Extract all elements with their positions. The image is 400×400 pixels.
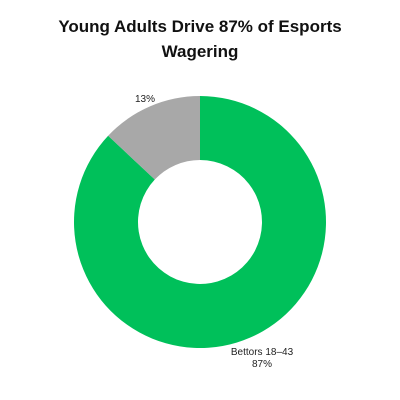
slice-labels: Bettors 18–43 87% 13%	[135, 94, 294, 370]
slice-label-0-line-1: 87%	[252, 359, 272, 370]
donut-slices	[74, 96, 327, 348]
slice-label-0: Bettors 18–43 87%	[231, 347, 294, 370]
slice-label-1: 13%	[135, 94, 155, 105]
slice-1-13	[108, 96, 200, 180]
slice-label-1-line-0: 13%	[135, 94, 155, 105]
slice-0-bettors-18-43	[74, 96, 327, 348]
slice-label-0-line-0: Bettors 18–43	[231, 347, 294, 358]
chart-title: Young Adults Drive 87% of Esports Wageri…	[58, 17, 342, 61]
